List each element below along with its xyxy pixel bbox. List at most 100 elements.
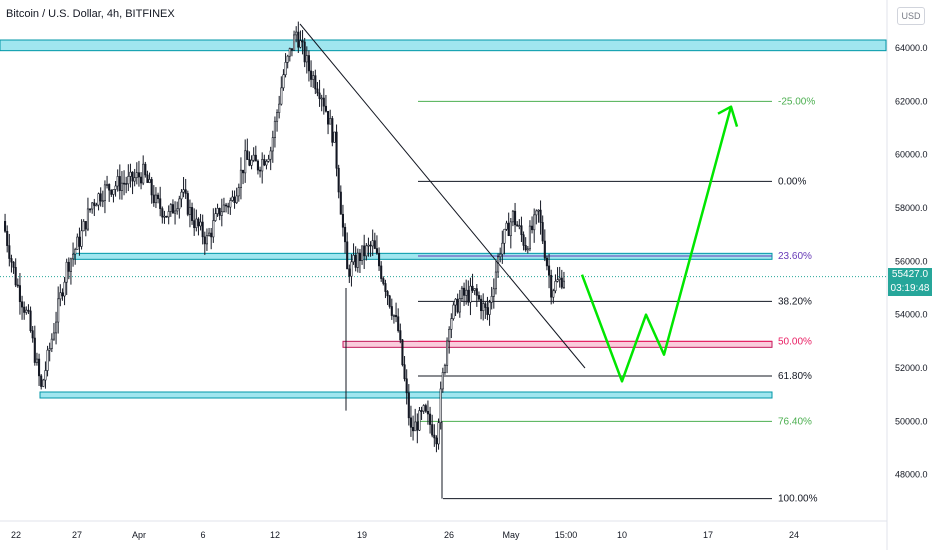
candle-body <box>254 154 257 162</box>
candle-body <box>514 210 517 226</box>
candle-body <box>161 208 164 218</box>
candle-body <box>44 370 47 381</box>
price-axis[interactable]: 64000.0 62000.0 60000.0 58000.0 56000.0 54000… <box>895 43 928 480</box>
candle-body <box>522 234 525 246</box>
candle-body <box>210 232 213 238</box>
candle-body <box>199 221 202 227</box>
candle-body <box>284 62 287 76</box>
candle-body <box>539 209 542 223</box>
candle-body <box>412 426 415 432</box>
candle-body <box>488 302 491 315</box>
candle-body <box>545 257 548 267</box>
candle-body <box>477 295 480 300</box>
candle-body <box>494 271 497 290</box>
y-tick-label: 50000.0 <box>895 416 928 426</box>
candle-body <box>57 298 60 323</box>
candle-body <box>233 196 236 203</box>
candle-body <box>48 348 51 351</box>
candle-body <box>537 209 540 212</box>
candle-body <box>205 235 208 245</box>
candle-body <box>365 245 368 257</box>
candle-body <box>95 204 98 207</box>
candle-body <box>59 292 62 300</box>
candle-body <box>473 288 476 291</box>
y-tick-label: 54000.0 <box>895 310 928 320</box>
candle-body <box>431 424 434 436</box>
candle-body <box>276 112 279 122</box>
candle-body <box>123 182 126 185</box>
time-axis[interactable]: 22 27 Apr 6 12 19 26 May 15:00 10 17 24 <box>11 530 799 540</box>
candle-body <box>61 292 64 297</box>
candle-body <box>409 417 412 428</box>
candle-body <box>18 285 21 303</box>
candle-body <box>424 405 427 412</box>
candle-body <box>316 88 319 94</box>
candle-body <box>382 278 385 284</box>
candle-body <box>278 103 281 113</box>
candle-body <box>186 193 189 215</box>
candle-body <box>140 176 143 184</box>
candle-body <box>146 174 149 183</box>
drawings-layer <box>299 23 739 383</box>
candle-body <box>231 196 234 201</box>
candle-body <box>335 131 338 169</box>
zones-layer <box>0 39 887 399</box>
x-tick-label: 10 <box>617 530 627 540</box>
candle-body <box>373 240 376 249</box>
candle-body <box>246 150 249 160</box>
currency-button[interactable]: USD <box>897 7 925 25</box>
candle-body <box>8 245 11 259</box>
y-tick-label: 62000.0 <box>895 96 928 106</box>
candle-body <box>142 163 145 184</box>
candle-body <box>346 241 349 270</box>
candle-body <box>259 169 262 172</box>
candle-body <box>33 337 36 363</box>
candle-body <box>133 177 136 182</box>
candle-body <box>242 169 245 174</box>
candle-body <box>405 378 408 394</box>
candle-body <box>167 211 170 218</box>
y-tick-label: 48000.0 <box>895 470 928 480</box>
candle-body <box>80 230 83 247</box>
x-tick-label: 17 <box>703 530 713 540</box>
candle-body <box>348 268 351 277</box>
candle-body <box>250 159 253 166</box>
candle-body <box>401 339 404 366</box>
candle-body <box>378 253 381 267</box>
candle-body <box>550 275 553 298</box>
candle-body <box>4 221 7 232</box>
candle-body <box>482 303 485 312</box>
candle-body <box>369 244 372 247</box>
candle-body <box>371 240 374 247</box>
fib-label: -25.00% <box>778 96 815 107</box>
candle-body <box>131 171 134 182</box>
candle-body <box>159 198 162 209</box>
candle-body <box>367 244 370 247</box>
candle-body <box>42 379 45 387</box>
candle-body <box>484 303 487 308</box>
candle-body <box>165 215 168 218</box>
candle-body <box>301 40 304 43</box>
candle-body <box>184 189 187 194</box>
candle-body <box>227 205 230 208</box>
candle-body <box>352 254 355 263</box>
candle-body <box>554 280 557 292</box>
candle-body <box>531 225 534 231</box>
projection-arrowhead <box>717 105 739 128</box>
candle-body <box>505 222 508 230</box>
candle-body <box>465 289 468 296</box>
candle-body <box>225 204 228 207</box>
candle-body <box>363 245 366 257</box>
candle-body <box>106 184 109 186</box>
candle-body <box>239 169 242 188</box>
candle-body <box>418 410 421 431</box>
candle-body <box>458 298 461 313</box>
candle-body <box>93 202 96 206</box>
candle-body <box>52 332 55 340</box>
bar-countdown: 03:19:48 <box>890 283 930 294</box>
candle-body <box>322 97 325 107</box>
fib-label: 100.00% <box>778 494 818 505</box>
candle-body <box>208 232 211 236</box>
candle-body <box>178 198 181 210</box>
